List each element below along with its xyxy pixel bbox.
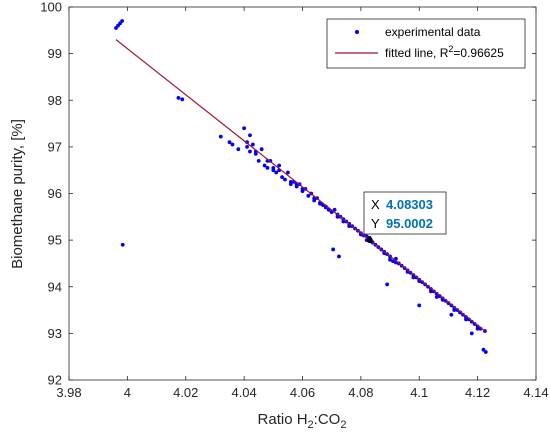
data-point: [337, 254, 341, 259]
x-tick-label: 4: [124, 385, 131, 400]
x-tick-label: 4.02: [173, 385, 198, 400]
legend: experimental data fitted line, R2=0.9662…: [326, 18, 526, 69]
data-point: [218, 134, 223, 139]
datatip[interactable]: X 4.08303 Y 95.0002: [363, 191, 447, 244]
data-point: [475, 326, 480, 331]
data-point: [280, 175, 284, 180]
y-tick-label: 94: [48, 279, 62, 294]
x-axis-label-sub: 2: [308, 419, 314, 431]
x-tick-label: 3.98: [56, 385, 81, 400]
datatip-marker[interactable]: [366, 237, 373, 244]
data-point: [481, 347, 486, 352]
data-point: [248, 149, 252, 154]
data-point: [180, 97, 185, 102]
data-point: [286, 170, 290, 175]
data-point: [449, 312, 454, 317]
data-point: [120, 242, 125, 247]
data-point: [434, 295, 439, 299]
y-tick-label: 96: [48, 186, 62, 201]
datatip-y-key: Y: [371, 216, 380, 231]
datatip-x-key: X: [371, 197, 380, 212]
data-point: [248, 133, 252, 138]
datatip-y-value: 95.0002: [386, 216, 433, 231]
x-tick-label: 4.12: [465, 385, 490, 400]
data-point: [262, 163, 267, 168]
y-tick-label: 97: [48, 139, 62, 154]
ticks-layer: 3.98 4 4.02 4.04 4.06 4.08 4.1 4.12 4.14 92 93 94 95…: [40, 0, 548, 400]
legend-label-fitted: fitted line, R2=0.96625: [385, 44, 504, 60]
legend-marker-experimental: [355, 30, 359, 34]
data-point: [411, 275, 416, 280]
legend-label-fitted-sup: 2: [448, 44, 453, 54]
data-point: [464, 317, 468, 322]
y-tick-label: 95: [48, 233, 62, 248]
data-point: [250, 142, 255, 147]
data-point: [277, 163, 282, 168]
data-point: [265, 165, 270, 170]
data-point: [227, 140, 232, 145]
y-tick-label: 98: [48, 93, 62, 108]
data-point: [242, 126, 247, 131]
x-tick-label: 4.14: [523, 385, 548, 400]
x-axis-label: Ratio H2:CO2: [258, 411, 347, 431]
data-point: [176, 96, 181, 100]
data-point: [120, 19, 125, 23]
data-point: [331, 247, 336, 252]
y-tick-label: 100: [40, 0, 62, 15]
fitted-line: [115, 39, 486, 332]
data-point: [236, 147, 241, 152]
data-point: [483, 350, 488, 354]
y-tick-label: 93: [48, 326, 62, 341]
data-point: [391, 259, 395, 264]
y-axis-label: Biomethane purity, [%]: [9, 119, 26, 269]
plot-frame: [68, 6, 537, 381]
data-point: [274, 170, 279, 175]
data-point: [318, 201, 322, 206]
x-tick-label: 4.06: [290, 385, 315, 400]
x-axis-label-sub2: 2: [340, 419, 346, 431]
data-point: [332, 207, 337, 212]
plot-area: [69, 7, 536, 380]
data-point: [385, 282, 390, 287]
y-tick-label: 99: [48, 46, 62, 61]
x-tick-label: 4.08: [348, 385, 373, 400]
y-tick-label: 92: [48, 373, 62, 388]
data-point: [288, 179, 293, 184]
data-point: [452, 308, 457, 312]
legend-label-experimental: experimental data: [385, 25, 481, 39]
x-tick-label: 4.1: [410, 385, 428, 400]
data-point: [245, 144, 249, 149]
data-point: [230, 142, 235, 147]
data-point: [306, 193, 311, 198]
data-point: [417, 303, 422, 308]
datatip-box: [363, 191, 447, 235]
data-point: [259, 147, 264, 152]
data-point: [469, 331, 474, 336]
data-point: [429, 289, 433, 294]
legend-box: [326, 18, 526, 69]
x-tick-label: 4.04: [231, 385, 256, 400]
datatip-x-value: 4.08303: [386, 197, 433, 212]
data-point: [388, 257, 392, 262]
data-point: [271, 165, 276, 170]
data-point: [283, 177, 287, 182]
data-point: [256, 158, 261, 163]
